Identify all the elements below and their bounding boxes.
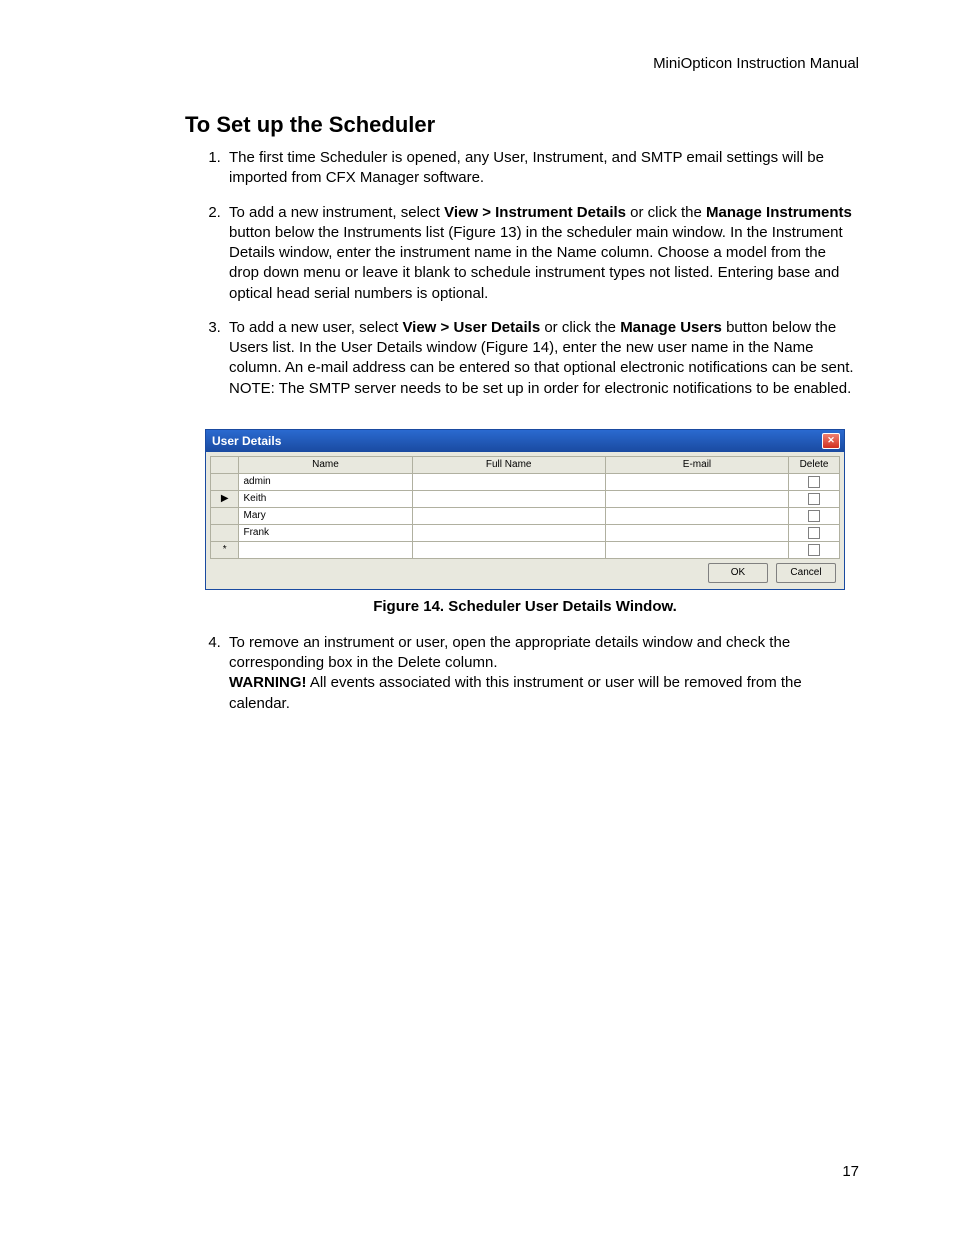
- button-label: Manage Users: [620, 319, 722, 336]
- list-item: To remove an instrument or user, open th…: [225, 633, 859, 714]
- corner-cell: [211, 456, 239, 473]
- list-text: To add a new instrument, select: [229, 204, 444, 221]
- row-marker: [211, 473, 239, 490]
- warning-label: WARNING!: [229, 674, 307, 691]
- cell-delete[interactable]: [789, 490, 840, 507]
- button-label: Manage Instruments: [706, 204, 852, 221]
- cell-email[interactable]: [605, 541, 788, 558]
- menu-path: View > Instrument Details: [444, 204, 626, 221]
- user-details-dialog: User Details ✕ Name: [205, 429, 845, 590]
- list-item: To add a new instrument, select View > I…: [225, 203, 859, 304]
- list-text: The first time Scheduler is opened, any …: [229, 149, 824, 186]
- instructions-list: The first time Scheduler is opened, any …: [95, 148, 859, 399]
- cell-email[interactable]: [605, 524, 788, 541]
- table-row[interactable]: ▶ Keith: [211, 490, 840, 507]
- list-item: The first time Scheduler is opened, any …: [225, 148, 859, 189]
- col-header-fullname: Full Name: [412, 456, 605, 473]
- checkbox-icon[interactable]: [808, 544, 820, 556]
- cell-fullname[interactable]: [412, 524, 605, 541]
- cell-name[interactable]: [239, 541, 412, 558]
- cell-fullname[interactable]: [412, 507, 605, 524]
- list-text: button below the Instruments list (Figur…: [229, 224, 843, 302]
- checkbox-icon[interactable]: [808, 493, 820, 505]
- checkbox-icon[interactable]: [808, 527, 820, 539]
- ok-button[interactable]: OK: [708, 563, 768, 583]
- checkbox-icon[interactable]: [808, 510, 820, 522]
- cell-email[interactable]: [605, 507, 788, 524]
- row-marker: [211, 507, 239, 524]
- row-marker: [211, 524, 239, 541]
- doc-header: MiniOpticon Instruction Manual: [95, 55, 859, 72]
- cell-delete[interactable]: [789, 524, 840, 541]
- cell-email[interactable]: [605, 473, 788, 490]
- note-text: NOTE: The SMTP server needs to be set up…: [229, 380, 851, 397]
- table-row[interactable]: admin: [211, 473, 840, 490]
- table-row[interactable]: Mary: [211, 507, 840, 524]
- cell-name[interactable]: Keith: [239, 490, 412, 507]
- figure-caption: Figure 14. Scheduler User Details Window…: [205, 598, 845, 615]
- dialog-titlebar: User Details ✕: [206, 430, 844, 452]
- cell-fullname[interactable]: [412, 473, 605, 490]
- list-item: To add a new user, select View > User De…: [225, 318, 859, 399]
- cell-delete[interactable]: [789, 473, 840, 490]
- col-header-email: E-mail: [605, 456, 788, 473]
- col-header-name: Name: [239, 456, 412, 473]
- cell-fullname[interactable]: [412, 541, 605, 558]
- cell-name[interactable]: admin: [239, 473, 412, 490]
- cell-delete[interactable]: [789, 541, 840, 558]
- close-icon[interactable]: ✕: [822, 433, 840, 449]
- dialog-title: User Details: [212, 434, 281, 448]
- cell-delete[interactable]: [789, 507, 840, 524]
- table-row[interactable]: Frank: [211, 524, 840, 541]
- checkbox-icon[interactable]: [808, 476, 820, 488]
- list-text: To add a new user, select: [229, 319, 402, 336]
- cell-email[interactable]: [605, 490, 788, 507]
- row-marker: *: [211, 541, 239, 558]
- cell-name[interactable]: Mary: [239, 507, 412, 524]
- warning-text: All events associated with this instrume…: [229, 674, 802, 711]
- col-header-delete: Delete: [789, 456, 840, 473]
- user-details-table: Name Full Name E-mail Delete admin: [210, 456, 840, 559]
- instructions-list-cont: To remove an instrument or user, open th…: [95, 633, 859, 714]
- list-text: or click the: [626, 204, 706, 221]
- cancel-button[interactable]: Cancel: [776, 563, 836, 583]
- row-marker: ▶: [211, 490, 239, 507]
- section-heading: To Set up the Scheduler: [95, 112, 859, 138]
- menu-path: View > User Details: [402, 319, 540, 336]
- list-text: or click the: [540, 319, 620, 336]
- cell-name[interactable]: Frank: [239, 524, 412, 541]
- cell-fullname[interactable]: [412, 490, 605, 507]
- page-number: 17: [842, 1163, 859, 1180]
- table-row-new[interactable]: *: [211, 541, 840, 558]
- figure-user-details: User Details ✕ Name: [205, 429, 845, 615]
- list-text: To remove an instrument or user, open th…: [229, 634, 790, 671]
